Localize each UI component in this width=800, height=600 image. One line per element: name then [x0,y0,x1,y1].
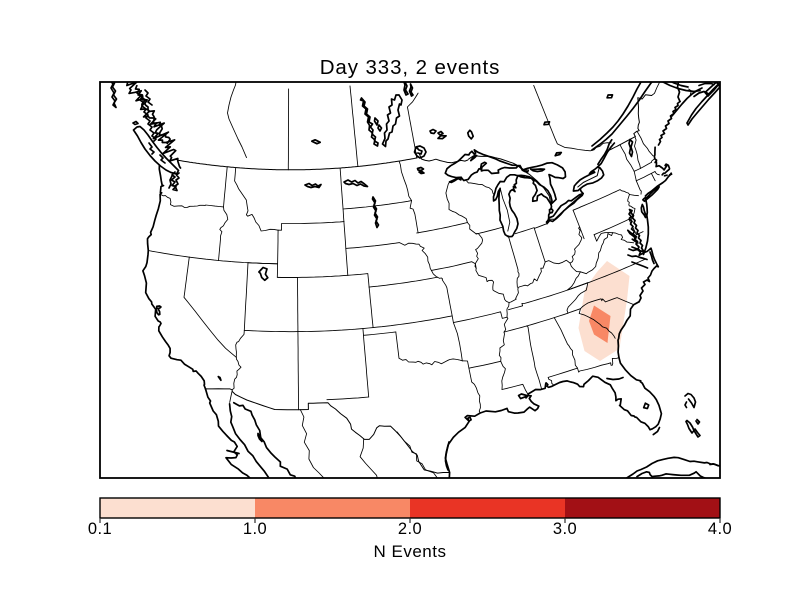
svg-text:4.0: 4.0 [708,520,732,538]
svg-text:3.0: 3.0 [553,520,577,538]
svg-text:1.0: 1.0 [243,520,267,538]
svg-text:N Events: N Events [374,542,447,561]
svg-text:2.0: 2.0 [398,520,422,538]
svg-text:0.1: 0.1 [88,520,112,538]
svg-text:Day 333, 2 events: Day 333, 2 events [320,56,501,79]
